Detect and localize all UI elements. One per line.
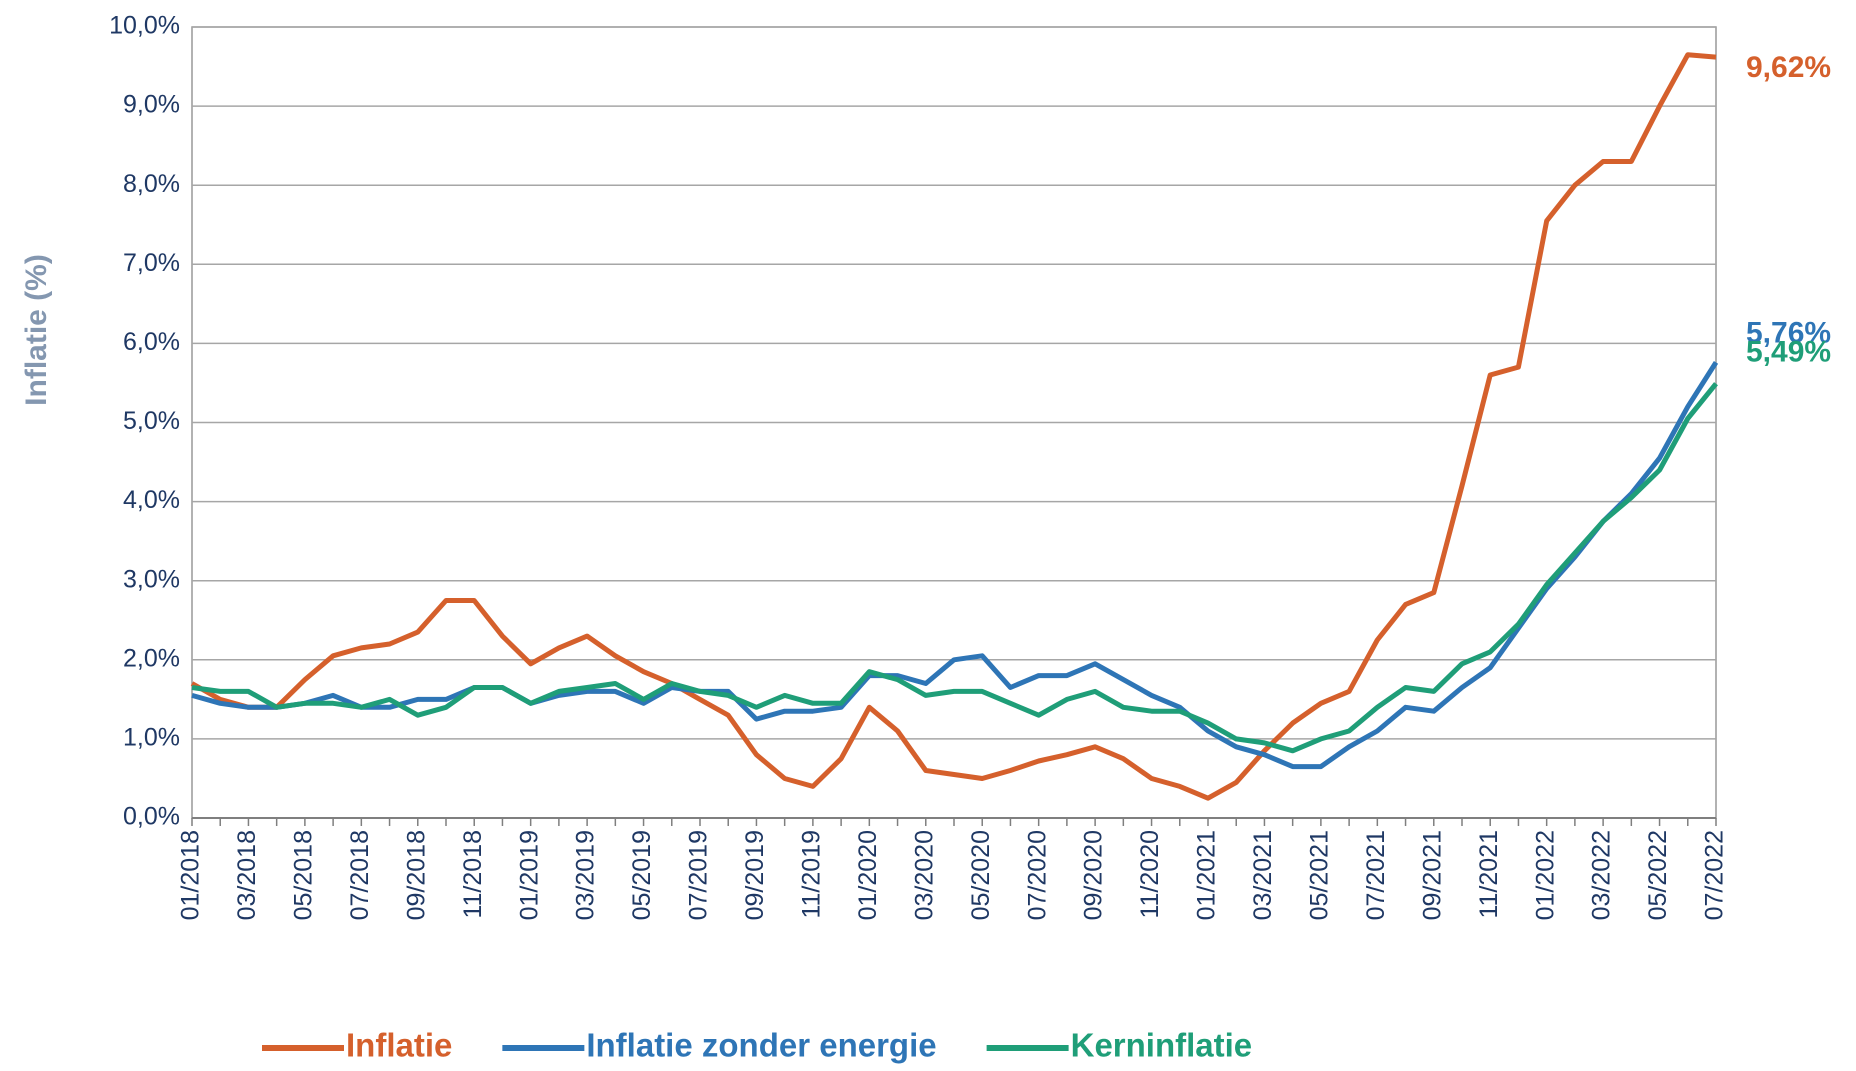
x-tick-label: 03/2019 xyxy=(572,830,600,920)
x-tick-label: 01/2018 xyxy=(177,830,205,920)
x-tick-label: 09/2021 xyxy=(1418,830,1446,920)
y-tick-label: 0,0% xyxy=(123,803,180,831)
end-label: 5,76% xyxy=(1746,316,1831,349)
x-tick-label: 03/2021 xyxy=(1249,830,1277,920)
y-tick-label: 3,0% xyxy=(123,565,180,593)
end-label: 9,62% xyxy=(1746,51,1831,84)
x-tick-label: 05/2020 xyxy=(967,830,995,920)
x-tick-label: 11/2020 xyxy=(1136,830,1164,919)
y-tick-label: 7,0% xyxy=(123,249,180,277)
series-line xyxy=(190,52,1717,801)
y-tick-label: 4,0% xyxy=(123,486,180,514)
y-tick-label: 6,0% xyxy=(123,328,180,356)
y-tick-label: 1,0% xyxy=(123,724,180,752)
y-tick-label: 9,0% xyxy=(123,91,180,119)
series-line xyxy=(191,382,1718,754)
x-tick-label: 07/2020 xyxy=(1023,830,1051,920)
y-tick-label: 5,0% xyxy=(123,407,180,435)
x-tick-label: 11/2019 xyxy=(797,830,825,919)
x-tick-label: 07/2019 xyxy=(685,830,713,920)
y-tick-label: 2,0% xyxy=(123,644,180,672)
y-tick-label: 10,0% xyxy=(109,12,180,40)
x-tick-label: 01/2022 xyxy=(1531,830,1559,920)
x-tick-label: 01/2021 xyxy=(1193,830,1221,920)
x-tick-label: 07/2018 xyxy=(346,830,374,920)
x-tick-label: 01/2020 xyxy=(854,830,882,920)
x-tick-label: 01/2019 xyxy=(515,830,543,920)
x-tick-label: 09/2018 xyxy=(402,830,430,920)
y-axis-title: Inflatie (%) xyxy=(20,254,53,406)
x-tick-label: 11/2021 xyxy=(1475,830,1503,919)
x-tick-label: 03/2018 xyxy=(233,830,261,920)
x-tick-label: 05/2021 xyxy=(1305,830,1333,920)
x-tick-label: 05/2018 xyxy=(289,830,317,920)
x-tick-label: 07/2022 xyxy=(1701,830,1729,920)
x-tick-label: 03/2022 xyxy=(1588,830,1616,920)
y-tick-label: 8,0% xyxy=(123,170,180,198)
x-tick-label: 05/2019 xyxy=(628,830,656,920)
end-label: 5,49% xyxy=(1746,336,1831,369)
x-tick-label: 09/2020 xyxy=(1080,830,1108,920)
x-tick-label: 05/2022 xyxy=(1644,830,1672,920)
x-tick-label: 03/2020 xyxy=(910,830,938,920)
x-tick-label: 09/2019 xyxy=(741,830,769,920)
legend-label: Inflatie xyxy=(346,1027,452,1064)
x-tick-label: 07/2021 xyxy=(1362,830,1390,920)
x-tick-label: 11/2018 xyxy=(459,830,487,919)
legend-label: Kerninflatie xyxy=(1071,1027,1253,1064)
legend-label: Inflatie zonder energie xyxy=(586,1027,936,1064)
series-line xyxy=(191,361,1719,770)
